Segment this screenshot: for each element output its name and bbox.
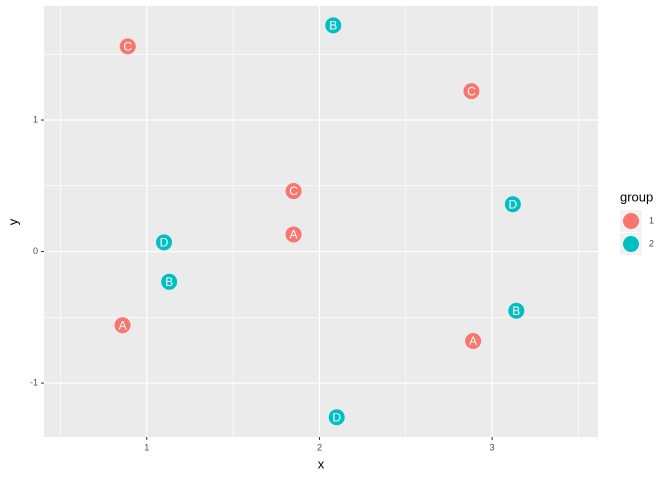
point-label: B <box>165 275 173 289</box>
point-label: C <box>467 84 476 98</box>
y-tick-label: 0 <box>33 246 38 256</box>
point <box>285 183 302 200</box>
point <box>325 17 342 34</box>
point <box>328 409 345 426</box>
point <box>156 234 173 251</box>
x-tick-label: 3 <box>490 442 495 452</box>
point <box>465 332 482 349</box>
point <box>161 273 178 290</box>
point <box>504 196 521 213</box>
point-label: C <box>289 184 298 198</box>
point-label: B <box>512 304 520 318</box>
point <box>285 226 302 243</box>
point-label: D <box>332 410 341 424</box>
x-axis-title: x <box>318 456 325 471</box>
panel <box>44 6 598 437</box>
point-label: D <box>509 197 518 211</box>
legend-swatch <box>623 213 639 229</box>
y-tick-label: 1 <box>33 114 38 124</box>
point-label: D <box>160 236 169 250</box>
point-label: A <box>290 228 298 242</box>
point-label: B <box>329 19 337 33</box>
x-tick-label: 1 <box>144 442 149 452</box>
point-label: C <box>123 40 132 54</box>
point-label: A <box>469 334 477 348</box>
y-tick-label: -1 <box>30 377 38 387</box>
point <box>463 83 480 100</box>
point-label: A <box>119 318 127 332</box>
point <box>114 317 131 334</box>
point <box>508 302 525 319</box>
legend-title: group <box>620 189 653 204</box>
x-tick-label: 2 <box>317 442 322 452</box>
legend-label: 2 <box>649 238 654 248</box>
point <box>119 38 136 55</box>
legend-swatch <box>623 236 639 252</box>
legend-label: 1 <box>649 215 654 225</box>
y-axis-title: y <box>5 218 20 225</box>
